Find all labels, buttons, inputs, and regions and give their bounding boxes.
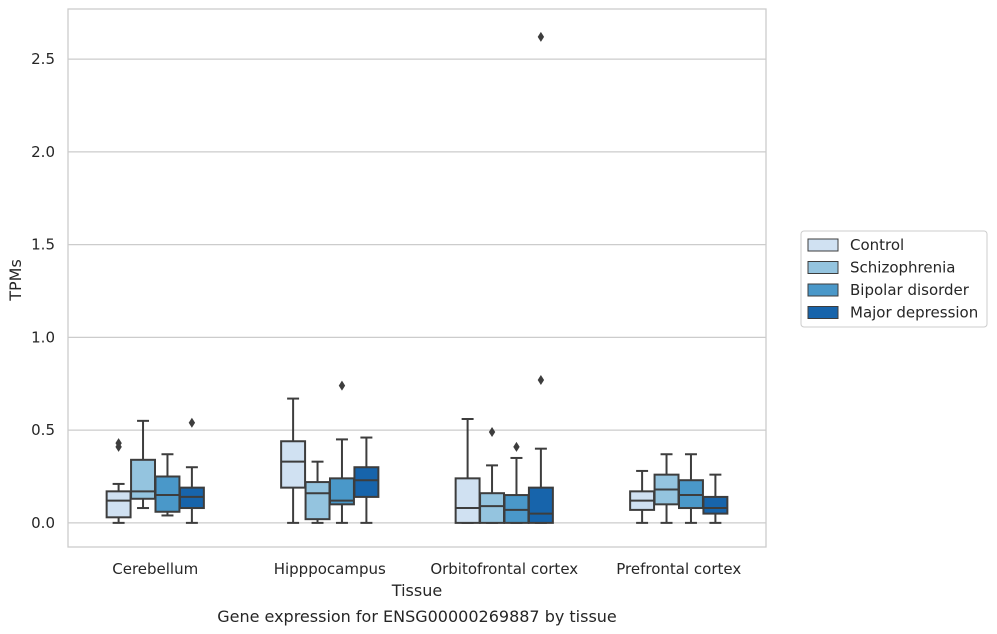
legend-swatch [807,306,839,319]
y-tick-label: 2.5 [31,50,55,68]
box-schizophrenia [130,419,157,510]
box-bipolar-disorder [328,380,355,524]
outlier-point [338,380,346,391]
legend-label: Control [850,236,904,254]
legend: Control Schizophrenia Bipolar disorder Majo… [800,230,988,328]
x-tick-label: Orbitofrontal cortex [430,560,578,578]
box-iqr [702,495,729,515]
box-major-depression [178,417,205,524]
box-iqr [527,486,554,524]
legend-label: Major depression [850,304,978,322]
y-tick-label: 0.5 [31,421,55,439]
legend-swatch [807,261,839,274]
legend-label: Bipolar disorder [850,281,970,299]
y-tick-label: 1.0 [31,328,55,346]
x-tick-label: Hipppocampus [274,560,386,578]
box-iqr [353,466,380,498]
box-iqr [454,477,481,524]
outlier-point [537,31,545,42]
y-tick-label: 2.0 [31,143,55,161]
x-axis-label: Tissue [391,581,442,600]
box-major-depression [527,31,554,524]
y-tick-labels: 0.0 0.5 1.0 1.5 2.0 2.5 [31,50,55,532]
box-iqr [479,492,506,524]
x-tick-labels: Cerebellum Hipppocampus Orbitofrontal cort… [112,560,741,578]
box-iqr [280,440,307,489]
box-control [105,438,132,524]
x-tick-label: Prefrontal cortex [616,560,741,578]
y-tick-label: 0.0 [31,514,55,532]
box-control [280,397,307,524]
box-major-depression [353,436,380,524]
legend-label: Schizophrenia [850,259,955,277]
box-bipolar-disorder [154,453,181,517]
box-series [105,31,729,524]
outlier-point [488,426,496,437]
box-schizophrenia [479,426,506,524]
box-control [454,417,481,524]
gridlines [68,58,766,524]
legend-swatch [807,238,839,252]
box-schizophrenia [653,453,680,524]
x-tick-label: Cerebellum [112,560,198,578]
box-bipolar-disorder [503,441,530,524]
y-tick-label: 1.5 [31,236,55,254]
outlier-point [188,417,196,428]
plot-frame [67,8,767,548]
outlier-point [115,438,122,449]
box-iqr [105,490,132,519]
legend-frame [800,230,988,328]
y-axis-label: TPMs [6,259,25,302]
chart-caption: Gene expression for ENSG00000269887 by t… [217,607,617,626]
box-bipolar-disorder [677,453,704,524]
box-iqr [304,481,331,521]
outlier-point [537,375,545,386]
legend-swatch [807,283,839,297]
box-major-depression [702,473,729,524]
box-iqr [130,458,157,500]
outlier-point [513,441,520,452]
box-schizophrenia [304,460,331,524]
box-control [629,469,656,524]
